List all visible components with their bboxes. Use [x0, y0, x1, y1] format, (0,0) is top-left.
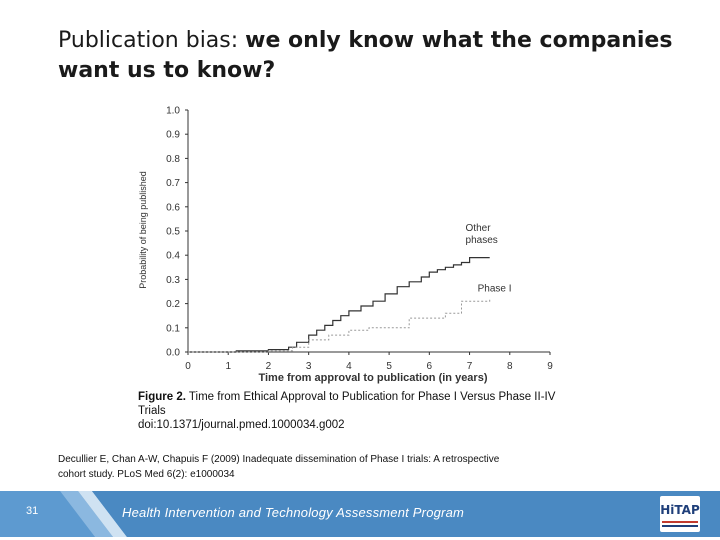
chart-series	[188, 257, 491, 353]
y-tick-label: 0.8	[166, 154, 180, 165]
y-tick-label: 0.1	[166, 323, 180, 334]
figure-caption: Figure 2. Time from Ethical Approval to …	[138, 390, 578, 432]
hitap-logo: HiTAP	[660, 496, 700, 532]
y-tick-label: 0.6	[166, 202, 180, 213]
logo-text: HiTAP	[660, 503, 700, 517]
y-tick-label: 0.5	[166, 227, 180, 238]
footer-decoration	[0, 491, 150, 537]
y-tick-label: 0.4	[166, 251, 180, 262]
chart-annotations: Other phases Phase I	[466, 223, 512, 295]
y-tick-label: 1.0	[166, 106, 180, 117]
x-tick-label: 6	[427, 361, 433, 372]
series-line	[188, 257, 490, 353]
x-tick-label: 3	[306, 361, 312, 372]
series-annotation: Other phases	[466, 223, 498, 246]
series-annotation: Phase I	[478, 284, 512, 295]
x-tick-label: 8	[507, 361, 513, 372]
x-tick-label: 2	[266, 361, 272, 372]
x-tick-label: 0	[185, 361, 191, 372]
slide-title: Publication bias: we only know what the …	[58, 26, 698, 86]
y-tick-label: 0.7	[166, 178, 180, 189]
citation: Decullier E, Chan A-W, Chapuis F (2009) …	[58, 454, 500, 480]
y-axis-label: Probability of being published	[138, 171, 148, 289]
y-tick-label: 0.0	[166, 348, 180, 359]
figure-caption-text: Time from Ethical Approval to Publicatio…	[138, 391, 556, 417]
figure-doi: doi:10.1371/journal.pmed.1000034.g002	[138, 419, 345, 431]
slide-number: 31	[26, 505, 39, 517]
x-tick-label: 5	[386, 361, 392, 372]
x-tick-label: 4	[346, 361, 352, 372]
x-tick-label: 9	[547, 361, 553, 372]
y-tick-label: 0.9	[166, 130, 180, 141]
title-part-bold: we only know what the companies want us …	[58, 28, 673, 83]
x-tick-label: 1	[225, 361, 231, 372]
y-tick-label: 0.2	[166, 299, 180, 310]
title-part-normal: Publication bias:	[58, 28, 246, 53]
series-line	[188, 298, 491, 353]
publication-chart: 0.0 0.1 0.2 0.3 0.4 0.5 0.6 0.7 0.8 0.9 1.0 0 1 2 3 4 5 6…	[138, 106, 553, 385]
y-tick-label: 0.3	[166, 275, 180, 286]
x-tick-label: 7	[467, 361, 473, 372]
footer-program-name: Health Intervention and Technology Asses…	[122, 505, 465, 520]
x-axis-label: Time from approval to publication (in ye…	[258, 372, 487, 384]
figure-label: Figure 2.	[138, 391, 186, 403]
chart-axes	[187, 110, 550, 353]
footer-bar: 31 Health Intervention and Technology As…	[0, 491, 720, 537]
